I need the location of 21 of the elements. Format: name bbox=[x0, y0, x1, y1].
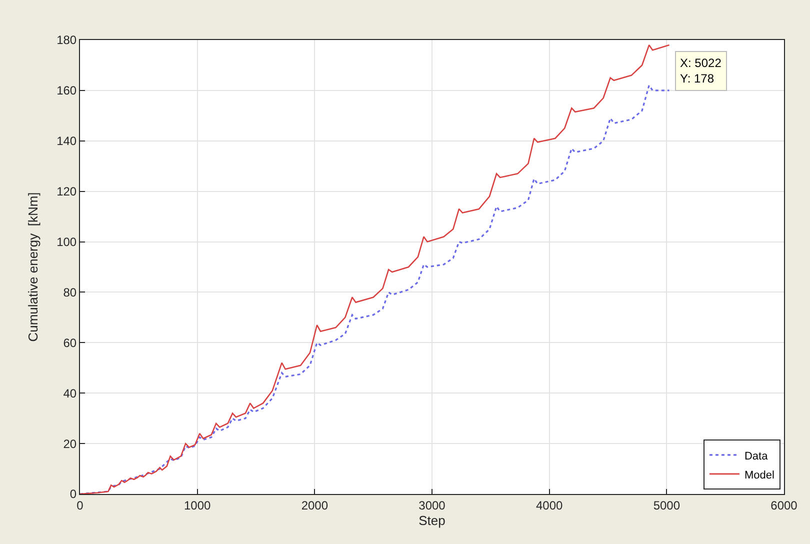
x-tick-label: 6000 bbox=[770, 498, 798, 512]
y-tick-label: 140 bbox=[56, 134, 77, 148]
y-tick-label: 180 bbox=[56, 33, 77, 48]
y-tick-label: 20 bbox=[63, 436, 77, 451]
x-tick-label: 5000 bbox=[653, 498, 680, 512]
x-axis-title: Step bbox=[418, 513, 446, 528]
y-tick-label: 100 bbox=[56, 234, 77, 249]
y-tick-label: 60 bbox=[63, 336, 77, 350]
y-tick-label: 40 bbox=[63, 386, 77, 400]
y-axis-title: Cumulative energy [kNm] bbox=[26, 192, 41, 342]
y-tick-label: 120 bbox=[56, 184, 77, 199]
annotation: X: 5022 Y: 178 bbox=[680, 56, 722, 86]
y-tick-label: 80 bbox=[63, 285, 77, 300]
y-tick-label: 160 bbox=[56, 84, 77, 98]
y-tick-label: 0 bbox=[70, 487, 77, 502]
x-tick-label: 2000 bbox=[301, 498, 328, 512]
legend-label: Model bbox=[744, 469, 774, 482]
x-tick-label: 3000 bbox=[418, 498, 446, 512]
legend-label: Data bbox=[744, 450, 769, 462]
x-tick-label: 1000 bbox=[184, 498, 211, 512]
x-tick-label: 4000 bbox=[536, 498, 563, 512]
